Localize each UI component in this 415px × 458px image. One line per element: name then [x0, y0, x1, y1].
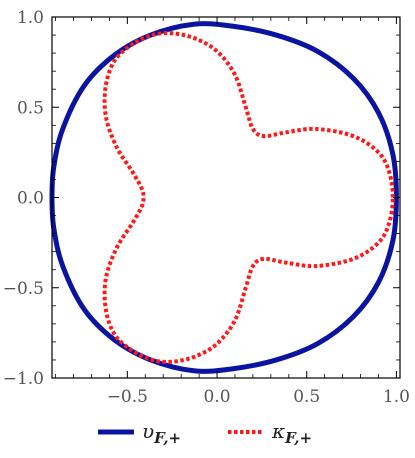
y-tick-label: 0.5: [17, 98, 44, 118]
legend-label-2: κF,+: [271, 419, 312, 447]
plot-area: [49, 21, 399, 374]
legend-label-1: υF,+: [142, 419, 181, 447]
y-tick-label: −1.0: [3, 369, 44, 389]
y-tick-label: 1.0: [17, 8, 44, 28]
x-tick-label: 0.0: [204, 387, 231, 407]
series-line-1: [49, 21, 399, 374]
x-tick-label: 0.5: [293, 387, 320, 407]
x-tick-label: −0.5: [107, 387, 148, 407]
legend: υF,+ κF,+: [98, 419, 312, 447]
x-tick-label: 1.0: [383, 387, 410, 407]
y-tick-label: 0.0: [17, 189, 44, 209]
y-tick-label: −0.5: [3, 279, 44, 299]
axes: −0.5 0.0 0.5 1.0 −1.0 −0.5 0.0 0.5 1.0: [3, 8, 410, 407]
series-line-2: [102, 31, 395, 364]
